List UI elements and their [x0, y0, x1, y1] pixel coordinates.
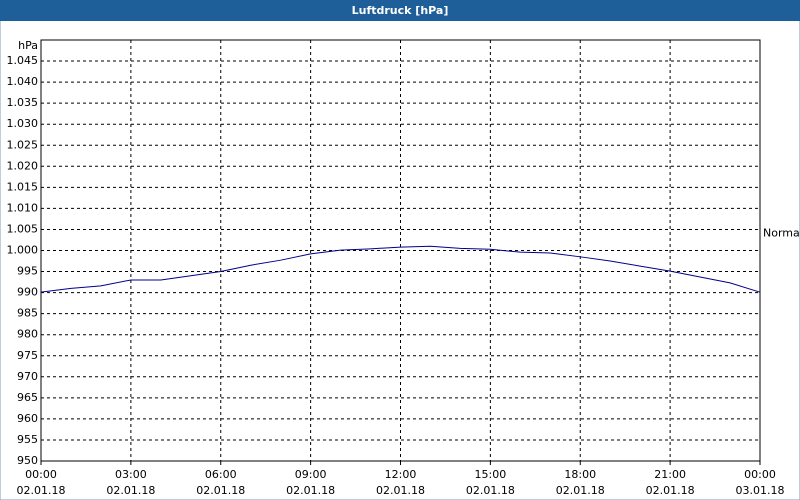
data-line [40, 245, 761, 293]
y-tick-label: 965 [17, 391, 38, 404]
y-tick-label: 1.030 [7, 117, 39, 130]
x-tick-label: 12:00 [385, 468, 417, 481]
y-tick-label: 1.010 [7, 201, 39, 214]
y-tick-label: 960 [17, 412, 38, 425]
x-tick-label: 00:00 [744, 468, 776, 481]
x-tick-label: 06:00 [205, 468, 237, 481]
x-tick-date: 02.01.18 [466, 484, 515, 497]
title-bar [0, 0, 800, 21]
y-tick-label: 1.005 [7, 222, 39, 235]
y-tick-label: 1.035 [7, 96, 39, 109]
x-tick-date: 02.01.18 [646, 484, 695, 497]
annotation: Normal [763, 227, 800, 240]
x-tick-label: 00:00 [25, 468, 57, 481]
y-tick-label: 1.040 [7, 75, 39, 88]
x-tick-date: 02.01.18 [106, 484, 155, 497]
y-tick-label: 995 [17, 265, 38, 278]
y-tick-label: 980 [17, 328, 38, 341]
y-tick-label: 970 [17, 370, 38, 383]
y-tick-label: 1.000 [7, 244, 39, 257]
x-tick-label: 09:00 [295, 468, 327, 481]
y-unit-label: hPa [18, 39, 38, 52]
y-tick-label: 1.020 [7, 159, 39, 172]
y-tick-label: 1.045 [7, 54, 39, 67]
x-tick-date: 03.01.18 [736, 484, 785, 497]
x-tick-label: 15:00 [475, 468, 507, 481]
y-tick-label: 975 [17, 349, 38, 362]
x-tick-date: 02.01.18 [556, 484, 605, 497]
x-tick-date: 02.01.18 [376, 484, 425, 497]
x-tick-date: 02.01.18 [17, 484, 66, 497]
x-tick-date: 02.01.18 [196, 484, 245, 497]
y-tick-label: 990 [17, 286, 38, 299]
y-tick-label: 985 [17, 307, 38, 320]
x-tick-label: 03:00 [115, 468, 147, 481]
y-tick-label: 955 [17, 433, 38, 446]
x-tick-label: 18:00 [564, 468, 596, 481]
y-tick-label: 1.015 [7, 180, 39, 193]
x-tick-label: 21:00 [654, 468, 686, 481]
y-tick-label: 1.025 [7, 138, 39, 151]
x-tick-date: 02.01.18 [286, 484, 335, 497]
y-tick-label: 950 [17, 454, 38, 467]
chart-title: Luftdruck [hPa] [352, 4, 449, 17]
